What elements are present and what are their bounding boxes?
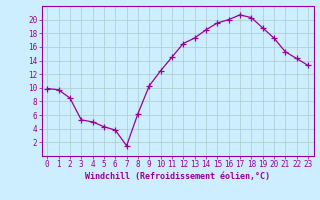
X-axis label: Windchill (Refroidissement éolien,°C): Windchill (Refroidissement éolien,°C) (85, 172, 270, 181)
